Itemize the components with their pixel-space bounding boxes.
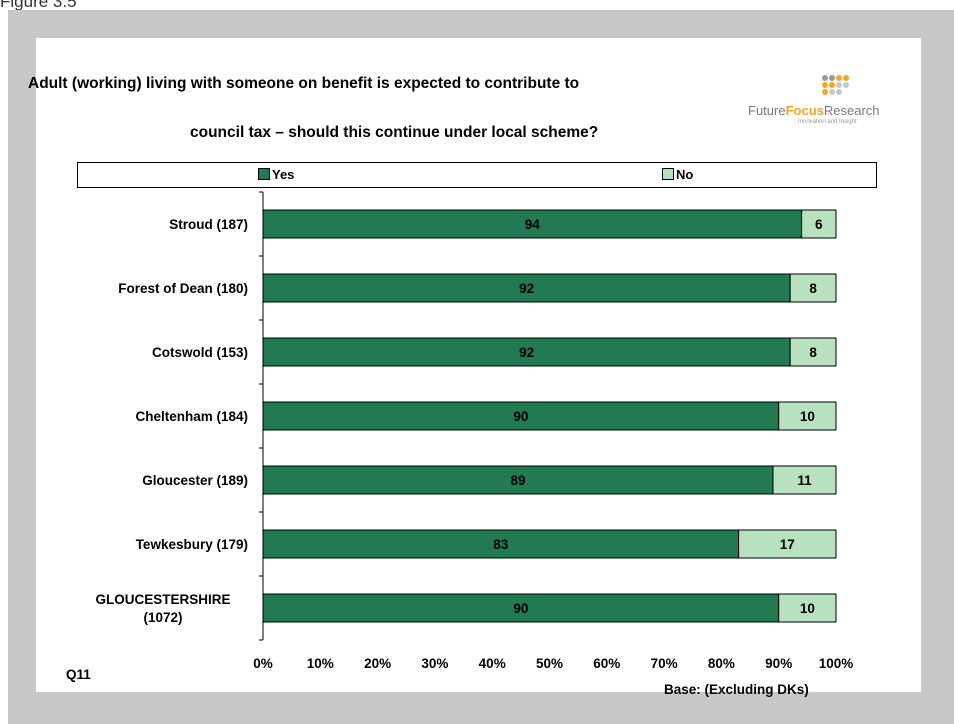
x-tick-label: 90% [765,656,792,671]
logo-text-future: Future [748,103,786,118]
chart-legend: Yes No [77,162,877,188]
data-label-yes: 90 [513,409,528,424]
bar-no [772,465,837,495]
logo-dot [822,89,828,95]
legend-label-no: No [676,167,694,182]
data-label-no: 11 [797,473,812,488]
category-label: Cheltenham (184) [135,409,248,424]
x-tick-label: 70% [651,656,678,671]
data-label-no: 17 [780,537,795,552]
category-label: Forest of Dean (180) [118,281,248,296]
data-label-yes: 94 [525,217,541,232]
logo-text: FutureFocusResearch [748,103,880,118]
logo-dot [829,89,835,95]
category-label: Stroud (187) [169,217,248,232]
category-label: Gloucester (189) [142,473,248,488]
logo-dot [843,82,849,88]
data-label-yes: 92 [519,281,534,296]
logo-dot [836,75,842,81]
x-tick-label: 100% [819,656,854,671]
data-label-yes: 89 [510,473,525,488]
bar-yes [262,593,780,623]
category-label: Tewkesbury (179) [136,537,248,552]
data-label-no: 8 [809,345,817,360]
category-label: Cotswold (153) [152,345,248,360]
logo-dot [836,82,842,88]
future-focus-research-logo: FutureFocusResearch Innovation and Insig… [748,75,928,125]
chart-title-line-2: council tax – should this continue under… [190,124,599,141]
legend-swatch-yes [258,168,270,180]
legend-swatch-no [662,168,674,180]
x-tick-label: 80% [708,656,735,671]
x-tick-label: 20% [364,656,391,671]
logo-text-focus: Focus [785,103,824,118]
data-label-yes: 83 [493,537,509,552]
data-label-yes: 90 [513,601,528,616]
x-tick-label: 0% [253,656,273,671]
category-label: GLOUCESTERSHIRE [95,592,230,607]
x-tick-label: 50% [536,656,563,671]
bar-yes [262,529,740,559]
logo-dot [829,82,835,88]
bar-yes [262,401,780,431]
x-tick-label: 60% [593,656,620,671]
data-label-no: 6 [815,217,823,232]
bar-no [778,401,837,431]
data-label-no: 8 [809,281,817,296]
legend-label-yes: Yes [272,167,295,182]
logo-dot [836,89,842,95]
x-tick-label: 10% [307,656,334,671]
data-label-yes: 92 [519,345,534,360]
base-note: Base: (Excluding DKs) [664,682,809,697]
bar-yes [262,465,774,495]
x-tick-label: 40% [479,656,506,671]
bar-yes [262,337,791,367]
bar-no [789,337,837,367]
logo-text-research: Research [823,103,880,118]
category-label: (1072) [143,610,182,625]
bar-no [778,593,837,623]
figure-label: Figure 3.5 [0,0,77,11]
question-code: Q11 [66,667,91,682]
logo-dot [822,75,828,81]
logo-tagline: Innovation and Insight [798,119,857,125]
data-label-no: 10 [800,409,815,424]
data-label-no: 10 [800,601,815,616]
logo-dot [843,75,849,81]
x-tick-label: 30% [421,656,448,671]
bar-yes [262,273,791,303]
legend-item-yes: Yes [258,167,294,182]
bar-no [738,529,837,559]
logo-dot [829,75,835,81]
bar-no [789,273,837,303]
chart-title-line-1: Adult (working) living with someone on b… [28,75,580,92]
logo-dot [822,82,828,88]
legend-item-no: No [662,167,693,182]
bar-no [801,209,837,239]
